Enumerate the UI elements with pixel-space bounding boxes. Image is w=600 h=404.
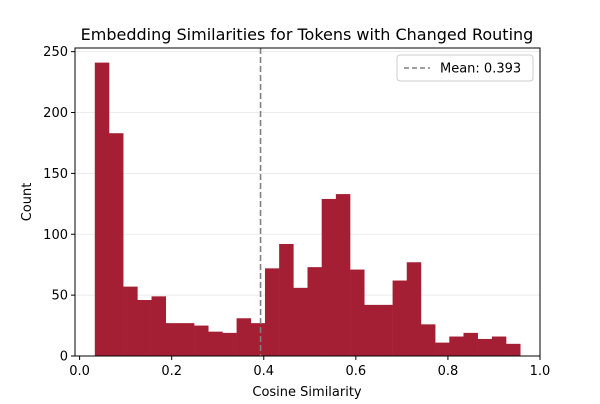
histogram-bar (208, 331, 223, 356)
chart-title: Embedding Similarities for Tokens with C… (81, 25, 534, 44)
histogram-bar (279, 244, 294, 356)
x-axis-title: Cosine Similarity (252, 385, 362, 400)
histogram-bar (477, 338, 493, 356)
x-tick-label: 0.4 (253, 364, 274, 379)
legend-box (396, 54, 534, 82)
histogram-bar (222, 332, 237, 356)
histogram-bar (435, 342, 450, 356)
histogram-bar (94, 62, 110, 356)
y-tick-label: 200 (43, 106, 68, 121)
x-tick-label: 0.6 (345, 364, 366, 379)
histogram-bar (378, 304, 393, 356)
plot-area-frame (74, 47, 541, 357)
x-tick-label: 0.8 (438, 364, 459, 379)
histogram-bar (264, 268, 280, 356)
y-tick-label: 100 (43, 228, 68, 243)
histogram-bar (321, 198, 337, 356)
y-tick-label: 50 (51, 289, 68, 304)
y-axis-ticks: 0 50 100 150 200 250 (43, 45, 75, 365)
legend-mean-label: Mean: 0.393 (440, 62, 521, 77)
legend: Mean: 0.393 (396, 54, 534, 82)
histogram-bar (108, 133, 124, 356)
histogram-bar (307, 267, 322, 356)
histogram-bar (364, 304, 379, 356)
histogram-bar (250, 323, 266, 356)
x-axis-ticks: 0.0 0.2 0.4 0.6 0.8 1.0 (69, 356, 550, 379)
y-tick-label: 250 (43, 45, 68, 60)
x-tick-label: 0.0 (69, 364, 90, 379)
histogram-bar (406, 262, 422, 356)
histogram-bar (350, 269, 365, 356)
histogram-bar (335, 194, 351, 356)
y-axis-title: Count (20, 183, 35, 222)
histogram-bar (179, 323, 195, 356)
histogram-bar (449, 336, 464, 356)
histogram-bar (151, 296, 166, 356)
y-tick-label: 150 (43, 167, 68, 182)
histogram-bar (491, 336, 507, 356)
x-tick-label: 0.2 (161, 364, 182, 379)
histogram-bar (137, 300, 152, 356)
histogram-bar (165, 323, 181, 356)
histogram-bar (293, 287, 308, 356)
histogram-bar (463, 332, 478, 356)
histogram-bar (506, 343, 521, 356)
histogram-bar (194, 325, 209, 356)
histogram-bar (123, 286, 138, 356)
histogram-bar (420, 324, 436, 356)
x-tick-label: 1.0 (530, 364, 551, 379)
histogram-bar (236, 318, 252, 356)
histogram-bar (392, 280, 408, 356)
histogram-bars (94, 62, 521, 356)
y-tick-label: 0 (60, 350, 68, 365)
